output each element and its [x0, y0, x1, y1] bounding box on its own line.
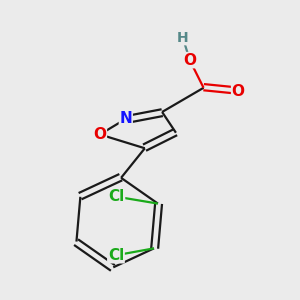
Text: O: O — [183, 52, 196, 68]
Text: Cl: Cl — [108, 189, 124, 204]
Text: O: O — [232, 84, 244, 99]
Text: Cl: Cl — [108, 248, 124, 263]
Text: O: O — [93, 127, 106, 142]
Text: H: H — [177, 31, 189, 45]
Text: N: N — [119, 111, 132, 126]
